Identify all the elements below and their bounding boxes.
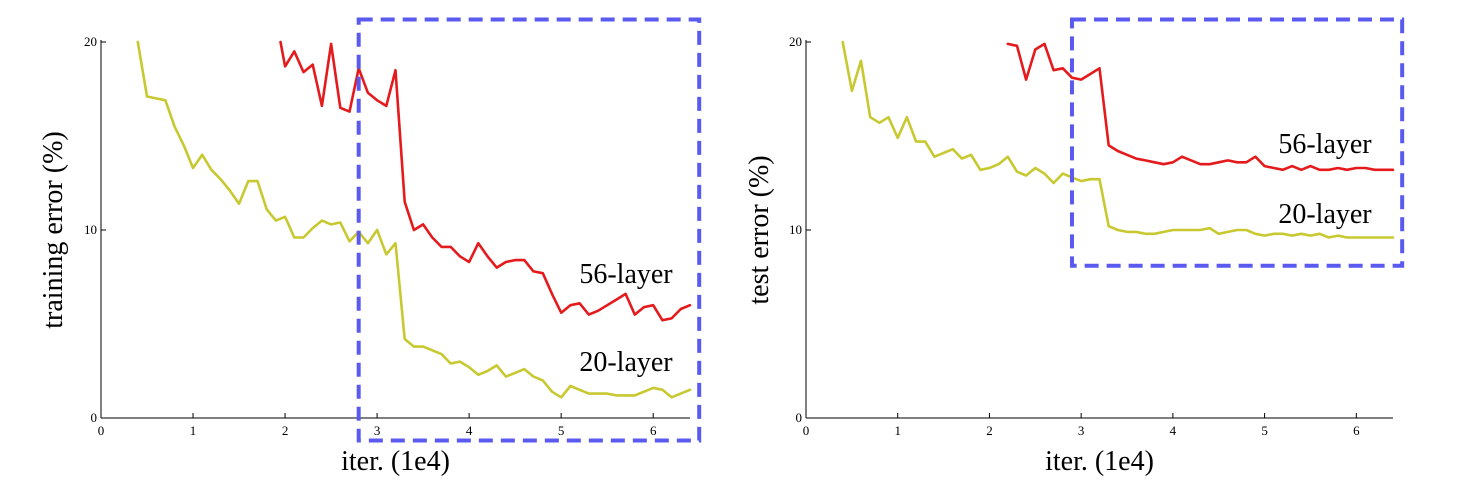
series-label-20-layer: 20-layer <box>1278 199 1372 230</box>
y-tick-label: 0 <box>796 410 803 425</box>
y-tick-label: 0 <box>91 410 98 425</box>
series-label-20-layer: 20-layer <box>579 347 673 378</box>
x-tick-label: 1 <box>894 423 901 438</box>
x-tick-label: 3 <box>1078 423 1085 438</box>
series-label-56-layer: 56-layer <box>579 259 673 290</box>
x-tick-label: 4 <box>1170 423 1177 438</box>
y-tick-label: 10 <box>84 222 97 237</box>
chart-panel-1: 0 10 20 0 1 2 3 4 5 6 56-layer 20-layer iter. (1e4) t… <box>38 17 702 477</box>
x-tick-label: 4 <box>466 423 473 438</box>
y-tick-label: 10 <box>789 222 802 237</box>
x-axis-label: iter. (1e4) <box>1045 446 1154 477</box>
y-tick-label: 20 <box>789 34 802 49</box>
x-tick-label: 5 <box>1261 423 1268 438</box>
highlight-box <box>356 17 702 443</box>
chart-panel-2: 0 10 20 0 1 2 3 4 5 6 56-layer 20-layer iter. (1e4) t… <box>744 17 1405 477</box>
x-axis-label: iter. (1e4) <box>341 446 450 477</box>
series-label-56-layer: 56-layer <box>1278 129 1372 160</box>
x-tick-label: 6 <box>650 423 657 438</box>
y-axis-label: training error (%) <box>38 131 69 328</box>
x-tick-label: 6 <box>1353 423 1360 438</box>
series-line-56-layer <box>1006 42 1395 172</box>
y-tick-label: 20 <box>84 34 97 49</box>
y-axis-label: test error (%) <box>744 155 775 304</box>
x-tick-label: 0 <box>803 423 810 438</box>
x-tick-label: 2 <box>282 423 289 438</box>
x-tick-label: 3 <box>374 423 381 438</box>
x-tick-label: 2 <box>986 423 993 438</box>
x-tick-label: 5 <box>558 423 565 438</box>
series-line-56-layer <box>279 40 692 322</box>
series-line-20-layer <box>136 40 692 399</box>
highlight-box <box>1069 17 1405 268</box>
x-tick-label: 1 <box>190 423 197 438</box>
series-line-20-layer <box>841 40 1395 239</box>
x-tick-label: 0 <box>98 423 105 438</box>
